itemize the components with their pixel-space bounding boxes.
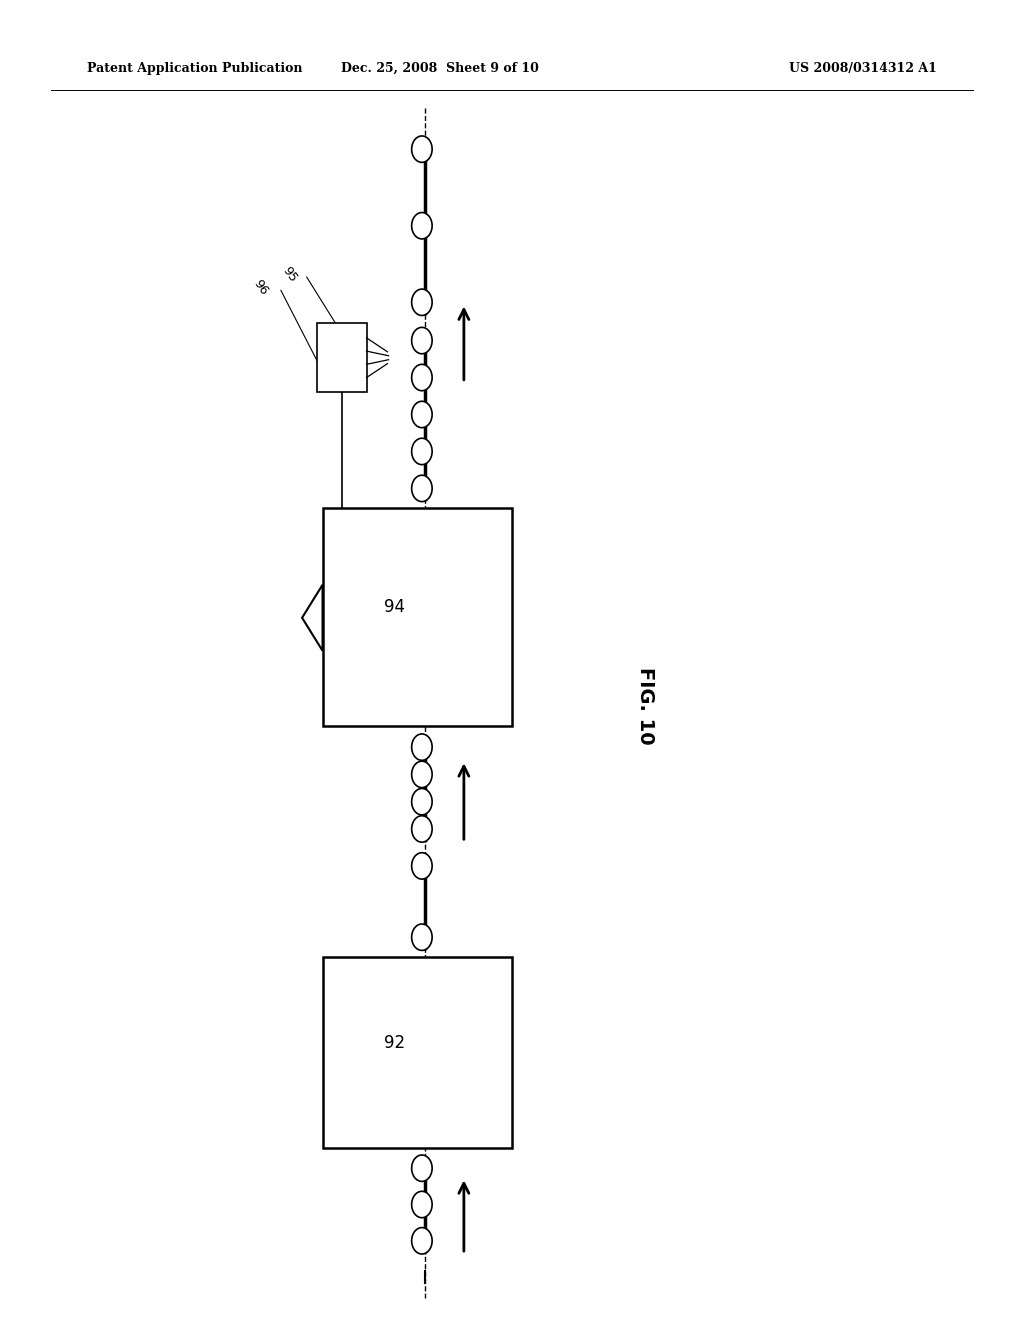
Circle shape [412, 213, 432, 239]
Text: 95: 95 [280, 264, 300, 285]
Text: FIG. 10: FIG. 10 [636, 668, 654, 744]
Circle shape [412, 1228, 432, 1254]
Circle shape [412, 1191, 432, 1217]
Circle shape [412, 788, 432, 814]
Circle shape [412, 327, 432, 354]
Text: 92: 92 [384, 1034, 404, 1052]
Text: 96: 96 [251, 277, 271, 298]
Bar [323, 508, 512, 726]
Circle shape [412, 364, 432, 391]
Circle shape [412, 816, 432, 842]
Bar [317, 323, 367, 392]
Text: Dec. 25, 2008  Sheet 9 of 10: Dec. 25, 2008 Sheet 9 of 10 [341, 62, 540, 75]
Circle shape [412, 924, 432, 950]
Circle shape [412, 438, 432, 465]
Text: US 2008/0314312 A1: US 2008/0314312 A1 [790, 62, 937, 75]
Circle shape [412, 734, 432, 760]
Circle shape [412, 853, 432, 879]
Circle shape [412, 136, 432, 162]
Circle shape [412, 762, 432, 788]
Circle shape [412, 1155, 432, 1181]
Text: Patent Application Publication: Patent Application Publication [87, 62, 302, 75]
Circle shape [412, 401, 432, 428]
Bar [323, 957, 512, 1148]
Text: 94: 94 [384, 598, 404, 616]
Circle shape [412, 475, 432, 502]
Circle shape [412, 289, 432, 315]
